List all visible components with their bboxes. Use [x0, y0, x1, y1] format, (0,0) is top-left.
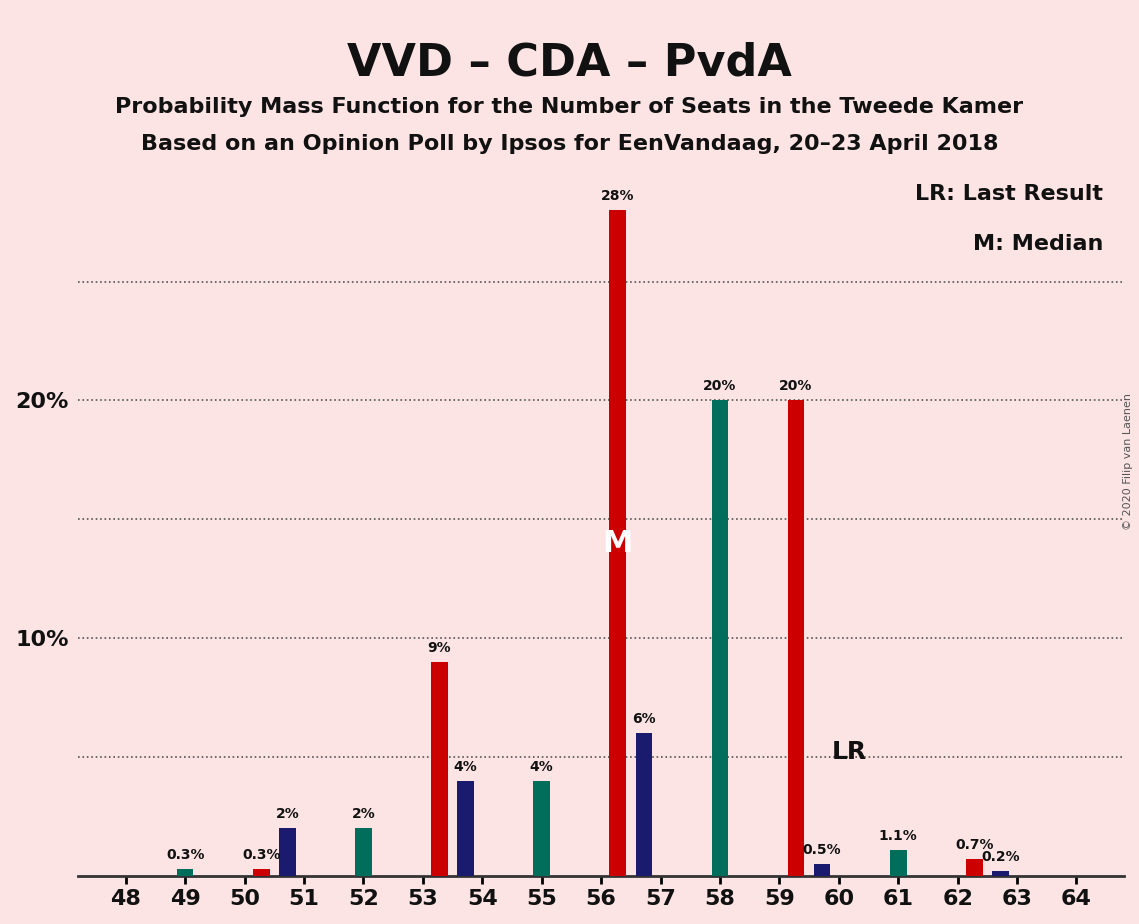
- Bar: [253, 869, 270, 876]
- Text: LR: LR: [831, 740, 867, 764]
- Text: LR: Last Result: LR: Last Result: [915, 184, 1103, 204]
- Text: 28%: 28%: [601, 189, 634, 203]
- Text: 4%: 4%: [453, 760, 477, 773]
- Text: 2%: 2%: [352, 808, 376, 821]
- Bar: [890, 850, 907, 876]
- Bar: [279, 828, 296, 876]
- Bar: [177, 869, 194, 876]
- Text: 4%: 4%: [530, 760, 554, 773]
- Bar: [432, 662, 448, 876]
- Bar: [966, 859, 983, 876]
- Bar: [355, 828, 371, 876]
- Text: VVD – CDA – PvdA: VVD – CDA – PvdA: [347, 42, 792, 85]
- Bar: [788, 400, 804, 876]
- Text: 0.7%: 0.7%: [954, 838, 993, 852]
- Text: M: Median: M: Median: [973, 234, 1103, 254]
- Text: 1.1%: 1.1%: [879, 829, 918, 843]
- Text: M: M: [603, 529, 633, 557]
- Text: 20%: 20%: [779, 380, 813, 394]
- Text: 2%: 2%: [276, 808, 300, 821]
- Text: Based on an Opinion Poll by Ipsos for EenVandaag, 20–23 April 2018: Based on an Opinion Poll by Ipsos for Ee…: [141, 134, 998, 154]
- Text: 0.3%: 0.3%: [166, 847, 204, 861]
- Bar: [814, 864, 830, 876]
- Bar: [992, 871, 1009, 876]
- Text: 6%: 6%: [632, 712, 656, 726]
- Text: Probability Mass Function for the Number of Seats in the Tweede Kamer: Probability Mass Function for the Number…: [115, 97, 1024, 117]
- Text: 0.5%: 0.5%: [803, 843, 842, 857]
- Text: © 2020 Filip van Laenen: © 2020 Filip van Laenen: [1123, 394, 1133, 530]
- Bar: [458, 781, 474, 876]
- Bar: [609, 211, 626, 876]
- Bar: [712, 400, 728, 876]
- Text: 0.3%: 0.3%: [241, 847, 280, 861]
- Bar: [636, 734, 653, 876]
- Text: 0.2%: 0.2%: [981, 850, 1019, 864]
- Text: 9%: 9%: [427, 640, 451, 655]
- Text: 20%: 20%: [703, 380, 737, 394]
- Bar: [533, 781, 550, 876]
